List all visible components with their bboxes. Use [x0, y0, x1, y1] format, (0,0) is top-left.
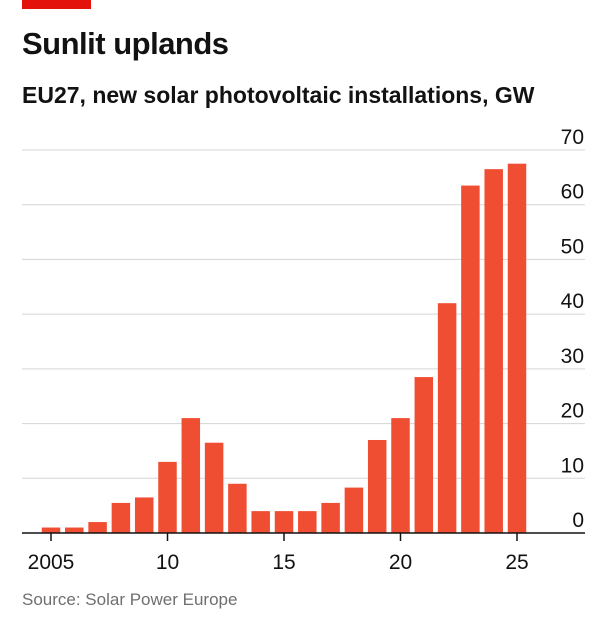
bar-2025: [507, 163, 527, 533]
chart-title: Sunlit uplands: [22, 26, 229, 61]
brand-accent-bar: [22, 0, 91, 9]
bar-2021: [414, 377, 434, 533]
bar-2024: [484, 169, 503, 533]
bar-2020: [391, 418, 410, 533]
x-tick-label: 10: [156, 551, 179, 574]
bar-2012: [204, 442, 224, 533]
bar-2018: [344, 487, 364, 533]
bar-2017: [321, 502, 340, 533]
bar-2005: [41, 527, 61, 533]
bar-2016: [298, 511, 317, 533]
bar-2011: [181, 418, 201, 533]
chart-subtitle: EU27, new solar photovoltaic installatio…: [22, 82, 535, 108]
bar-2019: [367, 439, 387, 533]
y-tick-label: 10: [561, 454, 584, 477]
x-tick-label: 15: [272, 551, 295, 574]
bar-2022: [437, 303, 457, 533]
bars: [41, 163, 527, 534]
x-tick-label: 25: [505, 551, 528, 574]
y-tick-label: 0: [572, 509, 584, 532]
y-axis-ticks: 0 10 20 30 40 50 60 70: [561, 126, 584, 532]
bar-2009: [134, 497, 154, 533]
source-note: Source: Solar Power Europe: [22, 590, 238, 609]
bar-2015: [274, 511, 294, 533]
x-tick-label: 2005: [28, 551, 75, 574]
y-tick-label: 40: [561, 290, 584, 313]
bar-2013: [228, 483, 247, 533]
x-axis-ticks: 2005 10 15 20 25: [28, 533, 529, 574]
y-tick-label: 20: [561, 400, 584, 423]
bar-2010: [158, 461, 177, 533]
bar-2023: [461, 185, 480, 534]
bar-2007: [88, 522, 107, 533]
y-tick-label: 60: [561, 181, 584, 204]
y-tick-label: 50: [561, 235, 584, 258]
y-tick-label: 70: [561, 126, 584, 149]
x-tick-label: 20: [389, 551, 412, 574]
bar-2006: [65, 527, 84, 533]
bar-2008: [111, 502, 131, 533]
bar-2014: [251, 511, 270, 533]
y-tick-label: 30: [561, 345, 584, 368]
